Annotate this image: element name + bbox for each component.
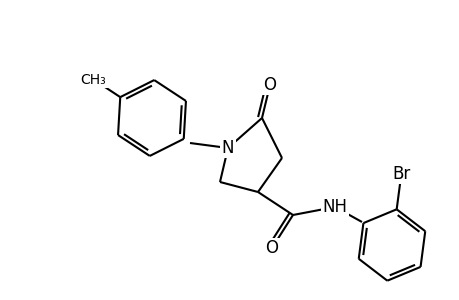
Text: NH: NH xyxy=(322,198,347,216)
Text: O: O xyxy=(265,239,278,257)
Text: CH₃: CH₃ xyxy=(80,73,106,86)
Text: Br: Br xyxy=(392,165,409,183)
Text: N: N xyxy=(221,139,234,157)
Text: O: O xyxy=(263,76,276,94)
